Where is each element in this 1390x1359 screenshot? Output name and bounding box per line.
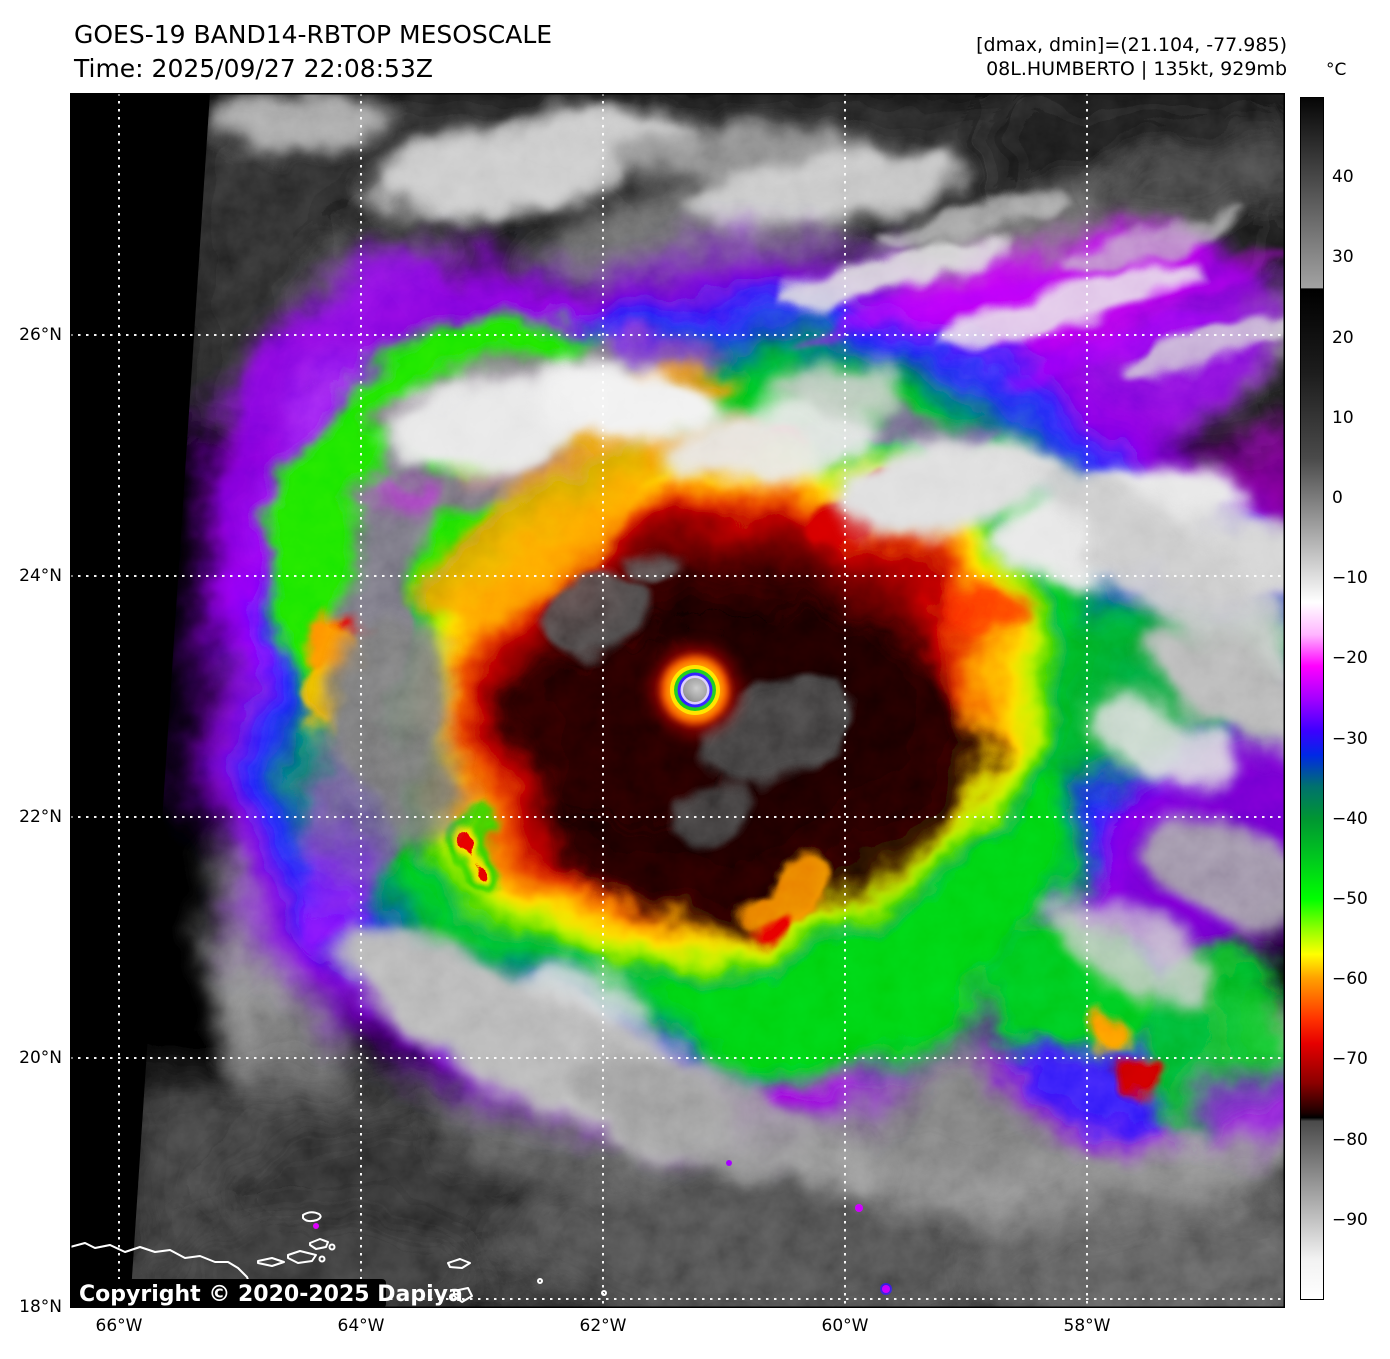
longitude-label: 64°W xyxy=(337,1316,385,1336)
colorbar-tick: −40 xyxy=(1332,808,1368,829)
colorbar-tick: 0 xyxy=(1332,488,1343,508)
latitude-label: 24°N xyxy=(19,566,62,586)
page-title: GOES-19 BAND14-RBTOP MESOSCALE xyxy=(74,20,553,49)
latitude-label: 20°N xyxy=(19,1048,62,1068)
colorbar-tick: 30 xyxy=(1332,247,1354,268)
noise-texture xyxy=(70,93,1285,1308)
longitude-label: 62°W xyxy=(579,1316,627,1336)
colorbar-tick: −80 xyxy=(1332,1129,1368,1150)
latitude-label: 18°N xyxy=(19,1297,62,1317)
colorbar-tick: −10 xyxy=(1332,568,1368,589)
timestamp: Time: 2025/09/27 22:08:53Z xyxy=(74,54,433,83)
satellite-image: Copyright © 2020-2025 Dapiya xyxy=(70,93,1285,1308)
colorbar-tick: −20 xyxy=(1332,648,1368,669)
longitude-label: 58°W xyxy=(1063,1316,1111,1336)
satellite-map: Copyright © 2020-2025 Dapiya xyxy=(70,93,1285,1308)
colorbar-tick: −50 xyxy=(1332,889,1368,909)
latitude-label: 26°N xyxy=(19,325,62,345)
colorbar-tick: −60 xyxy=(1332,969,1368,990)
colorbar-tick: 10 xyxy=(1332,407,1354,428)
colorbar-unit-label: °C xyxy=(1326,60,1347,80)
colorbar-tick: −90 xyxy=(1332,1209,1368,1230)
colorbar-tick: −70 xyxy=(1332,1049,1368,1070)
temperature-colorbar xyxy=(1300,97,1324,1300)
longitude-label: 66°W xyxy=(95,1316,143,1336)
map-border xyxy=(70,93,1285,1308)
copyright-text: Copyright © 2020-2025 Dapiya xyxy=(79,1282,463,1307)
copyright-badge: Copyright © 2020-2025 Dapiya xyxy=(70,1279,463,1308)
dmax-dmin-readout: [dmax, dmin]=(21.104, -77.985) xyxy=(976,34,1287,56)
colorbar-tick: −30 xyxy=(1332,728,1368,749)
latitude-label: 22°N xyxy=(19,807,62,827)
colorbar-tick: 20 xyxy=(1332,327,1354,348)
storm-id-intensity: 08L.HUMBERTO | 135kt, 929mb xyxy=(986,58,1287,80)
colorbar-tick: 40 xyxy=(1332,167,1354,188)
longitude-label: 60°W xyxy=(821,1316,869,1336)
